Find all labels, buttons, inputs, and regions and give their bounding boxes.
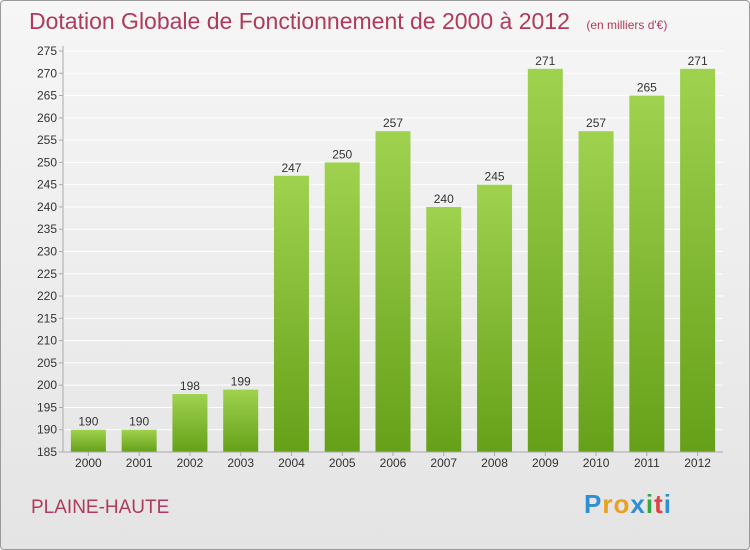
y-tick-label: 210 bbox=[37, 334, 57, 348]
data-label: 271 bbox=[535, 54, 555, 68]
y-tick-label: 270 bbox=[37, 66, 57, 80]
x-tick-label: 2009 bbox=[532, 456, 559, 470]
y-tick-label: 245 bbox=[37, 178, 57, 192]
y-tick-label: 195 bbox=[37, 400, 57, 414]
x-tick-label: 2004 bbox=[278, 456, 305, 470]
chart-unit: (en milliers d'€) bbox=[586, 18, 668, 32]
logo-letter: r bbox=[602, 489, 614, 519]
bar bbox=[477, 184, 513, 452]
data-label: 271 bbox=[688, 54, 708, 68]
logo-letter: i bbox=[663, 489, 672, 519]
data-label: 257 bbox=[586, 116, 606, 130]
x-tick-label: 2001 bbox=[126, 456, 153, 470]
y-tick-label: 230 bbox=[37, 245, 57, 259]
x-tick-label: 2000 bbox=[75, 456, 102, 470]
data-label: 247 bbox=[281, 161, 301, 175]
x-tick-label: 2002 bbox=[177, 456, 204, 470]
data-label: 265 bbox=[637, 81, 657, 95]
logo-letter: P bbox=[584, 489, 603, 519]
title-row: Dotation Globale de Fonctionnement de 20… bbox=[29, 8, 667, 35]
data-label: 199 bbox=[231, 375, 251, 389]
logo-letter: t bbox=[654, 489, 664, 519]
label-layer: 190 190 198 199 247 250 257 240 245 271 257 265 271 bbox=[78, 54, 708, 429]
data-label: 245 bbox=[485, 170, 505, 184]
x-tick-label: 2005 bbox=[329, 456, 356, 470]
chart-title: Dotation Globale de Fonctionnement de 20… bbox=[29, 8, 570, 34]
data-label: 190 bbox=[129, 415, 149, 429]
y-tick-label: 240 bbox=[37, 200, 57, 214]
data-label: 190 bbox=[78, 415, 98, 429]
y-tick-label: 215 bbox=[37, 311, 57, 325]
bar bbox=[426, 206, 462, 452]
y-tick-label: 235 bbox=[37, 222, 57, 236]
bar bbox=[375, 131, 411, 452]
bar bbox=[273, 175, 309, 452]
x-tick-label: 2012 bbox=[684, 456, 711, 470]
y-tick-label: 255 bbox=[37, 133, 57, 147]
y-tick-label: 190 bbox=[37, 423, 57, 437]
bar bbox=[527, 68, 563, 453]
logo-letter: i bbox=[645, 489, 655, 519]
y-tick-label: 275 bbox=[37, 44, 57, 58]
y-tick-label: 185 bbox=[37, 445, 57, 459]
bar bbox=[172, 394, 208, 452]
bar bbox=[324, 162, 360, 452]
y-tick-label: 260 bbox=[37, 111, 57, 125]
axis-layer: 185 190 195 200 205 210 215 220 225 230 235 240 245 2… bbox=[37, 44, 723, 470]
x-tick-label: 2011 bbox=[634, 456, 660, 470]
x-tick-label: 2008 bbox=[481, 456, 508, 470]
data-label: 257 bbox=[383, 116, 403, 130]
bar bbox=[680, 68, 716, 453]
y-tick-label: 225 bbox=[37, 267, 57, 281]
bar bbox=[629, 95, 665, 453]
data-label: 250 bbox=[332, 147, 352, 161]
x-tick-label: 2003 bbox=[227, 456, 254, 470]
x-tick-label: 2007 bbox=[430, 456, 457, 470]
y-tick-label: 265 bbox=[37, 89, 57, 103]
proxiti-logo[interactable]: Proxiti bbox=[584, 489, 672, 520]
place-name: PLAINE-HAUTE bbox=[31, 497, 170, 518]
bar bbox=[578, 131, 614, 452]
y-tick-label: 250 bbox=[37, 155, 57, 169]
x-tick-label: 2010 bbox=[583, 456, 610, 470]
bar bbox=[121, 429, 157, 452]
data-label: 240 bbox=[434, 192, 454, 206]
bar bbox=[70, 429, 106, 452]
logo-letter: x bbox=[630, 489, 646, 519]
y-tick-label: 220 bbox=[37, 289, 57, 303]
bar bbox=[223, 389, 259, 452]
logo-letter: o bbox=[613, 489, 631, 519]
x-tick-label: 2006 bbox=[380, 456, 407, 470]
bar-layer bbox=[70, 68, 716, 453]
y-tick-label: 200 bbox=[37, 378, 57, 392]
data-label: 198 bbox=[180, 379, 200, 393]
y-tick-label: 205 bbox=[37, 356, 57, 370]
